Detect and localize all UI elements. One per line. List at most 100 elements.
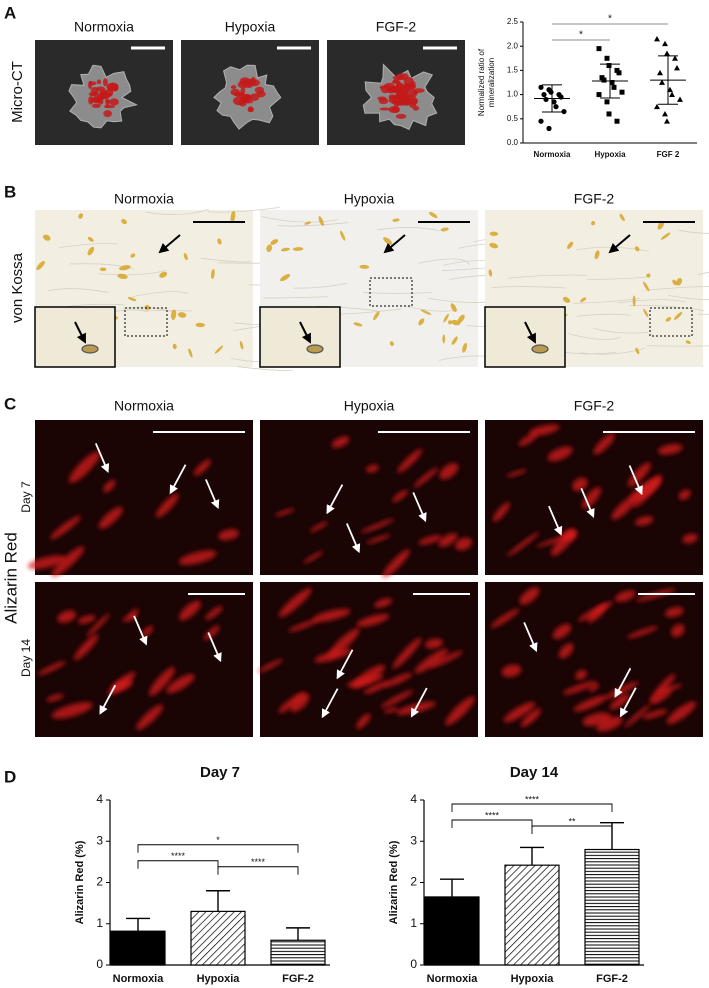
stained-cell [609,693,630,710]
arrow [207,632,222,663]
significance-bracket [531,825,613,834]
stained-cell [274,508,295,517]
tissue-fiber [47,288,109,293]
stained-cell [309,521,328,533]
x-tick-label: FGF-2 [596,973,628,985]
arrow [383,234,406,254]
inset-cell [531,344,549,354]
point [538,118,544,124]
stained-cell [374,598,393,608]
x-tick-label: Hypoxia [511,973,555,985]
bar [270,939,326,966]
stained-cell [345,675,385,687]
stained-cell [550,529,576,556]
stained-cell [278,587,312,618]
error-bar [126,917,150,932]
stained-cell [136,704,164,731]
y-tick-label: 1 [410,916,417,930]
tissue-fiber [593,328,648,334]
cell [635,347,640,355]
arrow [321,688,339,719]
cell [591,221,595,226]
arrow [299,321,311,344]
stained-cell [73,634,99,661]
cell [657,220,665,230]
stained-cell [558,643,574,659]
cell [195,322,206,328]
y-axis-label: Alizarin Red (%) [388,840,400,924]
x-tick-label: Normoxia [534,150,571,159]
error-bar [440,878,464,897]
stained-cell [626,626,659,639]
point [596,92,602,98]
cell [383,237,393,245]
column-title: Normoxia [74,19,134,35]
point [546,125,552,132]
cell [280,273,291,282]
cell [78,213,84,219]
stained-cell [552,623,572,640]
y-tick-label: 1.5 [507,66,519,75]
stained-cell [77,615,96,624]
stained-cell [363,681,390,694]
error-bar [286,927,310,941]
inset [484,306,566,368]
stained-cell [122,614,138,622]
sd-bar [600,63,620,99]
arrow [205,479,220,510]
point [561,108,567,115]
stained-cell [519,587,540,605]
cell [429,211,438,219]
point [611,84,617,90]
y-tick-label: 2.5 [507,17,519,26]
arrow [548,505,563,536]
x-tick-label: Normoxia [113,973,165,985]
arrow [158,234,181,254]
tissue-fiber [145,208,209,216]
mineral-spot [237,80,250,89]
mineral-spot [233,96,245,106]
stained-cell [392,489,408,503]
stained-cell [418,535,442,545]
cell [567,241,574,249]
arrow [410,687,428,718]
cell [119,265,131,271]
stained-cell [588,683,600,692]
cell [660,232,671,240]
mineral-spot [91,103,101,109]
stained-cell [650,689,672,705]
mineral-spot [392,78,400,84]
point [654,35,660,42]
stained-cell [634,516,654,526]
stained-cell [383,707,399,714]
cell [685,340,691,344]
mineral-spot [388,94,397,99]
stained-cell [193,459,212,476]
cell [448,320,453,325]
cell [488,269,493,277]
row-label: Day 14 [19,639,33,677]
stained-cell [103,479,116,493]
stained-cell [445,696,475,726]
cell [619,213,625,222]
stained-cell [356,614,390,627]
x-tick-label: FGF-2 [282,973,314,985]
stained-cell [149,667,175,696]
stained-cell [155,493,179,518]
cell [239,341,244,350]
stained-cell [46,694,64,702]
cell [665,317,672,322]
stained-cell [506,531,540,557]
point [657,69,663,76]
arrow [614,667,632,698]
cell [183,253,188,261]
column-title: FGF-2 [376,19,417,35]
mineral-spot [102,78,108,87]
stained-cell [656,684,683,694]
bar [190,910,246,966]
tissue-fiber [697,271,709,276]
stained-cell [490,608,520,629]
stained-cell [649,673,676,703]
point [541,92,547,98]
